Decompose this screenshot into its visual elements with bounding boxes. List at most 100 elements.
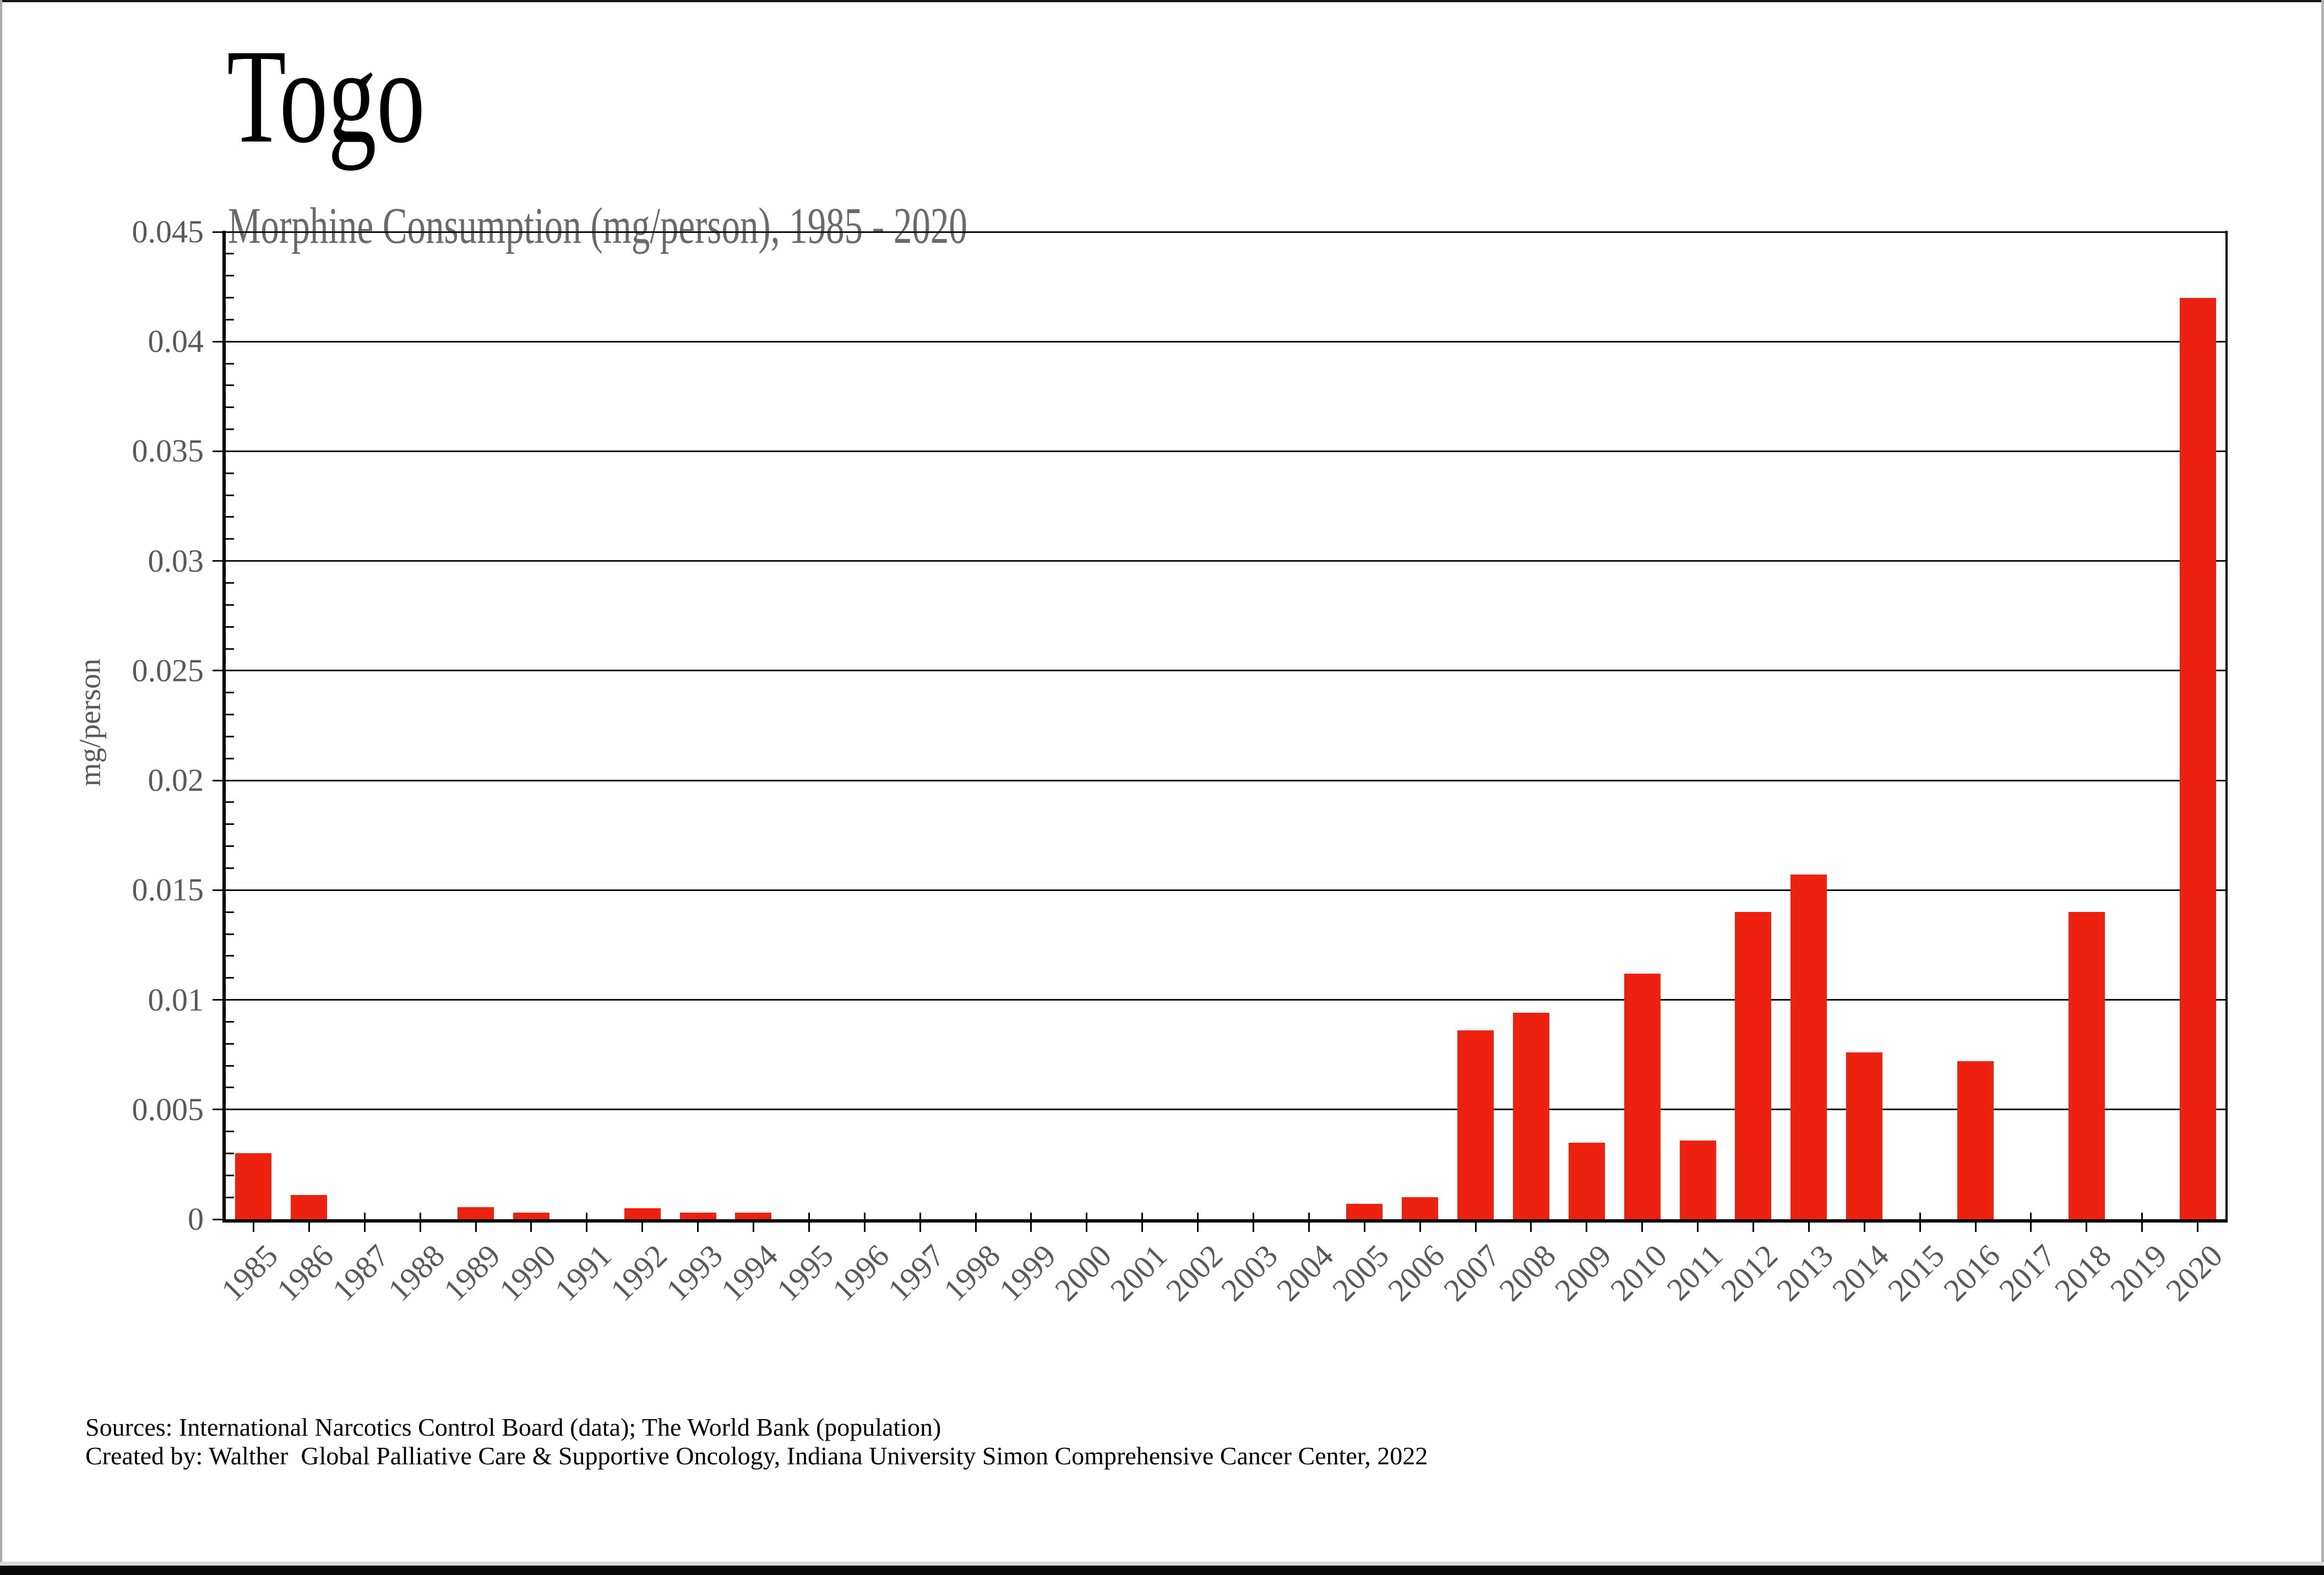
- bar-1986: [291, 1195, 328, 1219]
- x-tick-2019: [2141, 1213, 2143, 1232]
- gridline-0.015: [226, 889, 2225, 891]
- bar-1993: [679, 1213, 716, 1219]
- x-tick-1990: [530, 1213, 532, 1232]
- y-tick-label-0.03: 0.03: [148, 542, 204, 579]
- bar-2018: [2068, 912, 2105, 1219]
- gridline-0.04: [226, 340, 2225, 343]
- chart-subtitle: Morphine Consumption (mg/person), 1985 -…: [228, 198, 967, 254]
- y-major-tick-0.015: [213, 889, 222, 891]
- x-tick-2007: [1474, 1213, 1477, 1232]
- y-minor-tick: [226, 911, 234, 913]
- y-tick-label-0.01: 0.01: [148, 981, 204, 1018]
- bar-2013: [1790, 875, 1827, 1219]
- x-tick-2003: [1252, 1213, 1254, 1232]
- frame-bottom-gray-line: [0, 1562, 2324, 1566]
- gridline-0.045: [226, 231, 2225, 233]
- y-minor-tick: [226, 1087, 234, 1089]
- y-major-tick-0: [213, 1218, 222, 1220]
- footer-credit: Created by: Walther Global Palliative Ca…: [85, 1441, 1428, 1470]
- x-tick-2015: [1919, 1213, 1921, 1232]
- gridline-0.03: [226, 560, 2225, 562]
- gridline-0.02: [226, 779, 2225, 781]
- y-major-tick-0.03: [213, 560, 222, 562]
- gridline-0.01: [226, 999, 2225, 1001]
- y-major-tick-0.025: [213, 670, 222, 672]
- y-major-tick-0.035: [213, 450, 222, 452]
- x-tick-2008: [1530, 1213, 1532, 1232]
- x-tick-2010: [1641, 1213, 1643, 1232]
- x-tick-2012: [1752, 1213, 1754, 1232]
- y-minor-tick: [226, 692, 234, 694]
- x-tick-1985: [252, 1213, 254, 1232]
- x-tick-1997: [919, 1213, 921, 1232]
- bar-2020: [2179, 297, 2216, 1219]
- y-major-tick-0.01: [213, 999, 222, 1001]
- y-minor-tick: [226, 955, 234, 957]
- y-minor-tick: [226, 735, 234, 737]
- x-tick-2000: [1086, 1213, 1088, 1232]
- x-tick-2004: [1308, 1213, 1310, 1232]
- x-tick-1996: [863, 1213, 866, 1232]
- y-minor-tick: [226, 1020, 234, 1023]
- y-minor-tick: [226, 362, 234, 365]
- y-minor-tick: [226, 1065, 234, 1067]
- y-minor-tick: [226, 253, 234, 255]
- y-minor-tick: [226, 648, 234, 650]
- bar-1990: [513, 1213, 549, 1219]
- x-tick-2013: [1808, 1213, 1810, 1232]
- y-minor-tick: [226, 494, 234, 496]
- y-tick-label-0.02: 0.02: [148, 762, 204, 799]
- x-tick-2002: [1197, 1213, 1199, 1232]
- y-minor-tick: [226, 1042, 234, 1045]
- y-tick-label-0: 0: [188, 1201, 204, 1237]
- y-major-tick-0.045: [213, 231, 222, 233]
- x-tick-1998: [975, 1213, 977, 1232]
- bar-1994: [735, 1213, 772, 1219]
- x-tick-1988: [419, 1213, 421, 1232]
- footer-sources: Sources: International Narcotics Control…: [85, 1413, 941, 1441]
- chart-title: Togo: [227, 21, 426, 171]
- x-tick-2005: [1363, 1213, 1365, 1232]
- y-minor-tick: [226, 297, 234, 299]
- y-minor-tick: [226, 516, 234, 518]
- x-tick-2017: [2030, 1213, 2032, 1232]
- frame-left-border: [0, 0, 2, 1575]
- footer: Sources: International Narcotics Control…: [85, 1413, 1428, 1470]
- x-tick-1995: [808, 1213, 810, 1232]
- bar-2006: [1402, 1197, 1439, 1219]
- y-tick-label-0.04: 0.04: [148, 323, 204, 360]
- y-minor-tick: [226, 714, 234, 716]
- y-minor-tick: [226, 1152, 234, 1154]
- y-tick-label-0.025: 0.025: [132, 652, 204, 688]
- x-tick-2018: [2086, 1213, 2088, 1232]
- y-tick-label-0.015: 0.015: [132, 872, 204, 908]
- y-major-tick-0.005: [213, 1109, 222, 1111]
- x-axis-line: [222, 1219, 2228, 1223]
- y-minor-tick: [226, 384, 234, 387]
- bar-2012: [1735, 912, 1772, 1219]
- x-tick-1991: [586, 1213, 588, 1232]
- x-tick-1994: [752, 1213, 754, 1232]
- bar-2014: [1846, 1052, 1883, 1219]
- y-major-tick-0.02: [213, 779, 222, 781]
- x-tick-2016: [1974, 1213, 1977, 1232]
- gridline-0.035: [226, 450, 2225, 452]
- bar-2007: [1457, 1030, 1494, 1219]
- frame-right-border: [2321, 0, 2324, 1575]
- y-minor-tick: [226, 1174, 234, 1176]
- y-minor-tick: [226, 472, 234, 474]
- y-minor-tick: [226, 428, 234, 431]
- y-minor-tick: [226, 845, 234, 848]
- bar-2011: [1679, 1140, 1716, 1219]
- x-tick-1993: [697, 1213, 699, 1232]
- y-tick-label-0.045: 0.045: [132, 214, 204, 249]
- plot-area: 0 0.005 0.01 0.015 0.02 0.025 0.03 0.035 0.04 0.0…: [132, 216, 2229, 1308]
- y-minor-tick: [226, 582, 234, 584]
- bar-2016: [1957, 1061, 1994, 1219]
- y-tick-label-0.035: 0.035: [132, 433, 204, 469]
- x-tick-1999: [1030, 1213, 1032, 1232]
- bar-1989: [458, 1207, 494, 1219]
- y-minor-tick: [226, 626, 234, 628]
- x-tick-1989: [475, 1213, 477, 1232]
